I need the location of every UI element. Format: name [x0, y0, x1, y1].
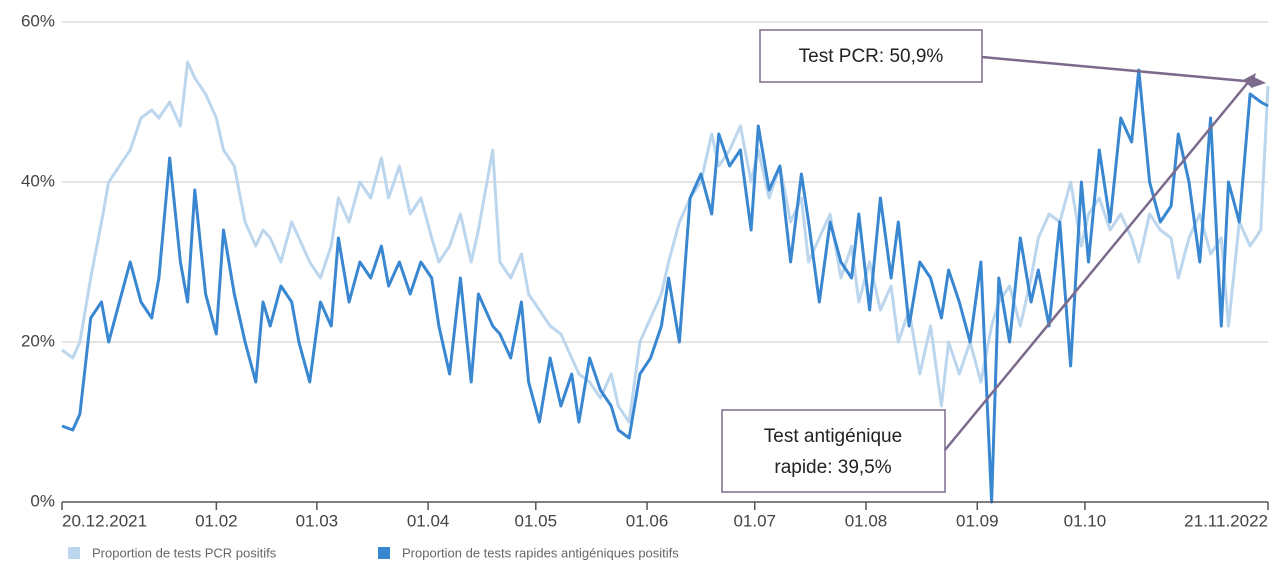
- legend-swatch: [68, 547, 80, 559]
- arrow-head: [1243, 73, 1256, 88]
- x-tick-label: 01.04: [407, 511, 450, 530]
- annotation-pcr: Test PCR: 50,9%: [759, 29, 1266, 88]
- x-tick-label: 01.09: [956, 511, 999, 530]
- y-tick-label: 0%: [30, 491, 55, 510]
- x-tick-label: 01.06: [626, 511, 669, 530]
- legend: Proportion de tests PCR positifs Proporti…: [68, 545, 679, 560]
- annotation-text: Test PCR: 50,9%: [799, 46, 944, 67]
- annotation-text: rapide: 39,5%: [774, 457, 891, 478]
- annotation-antigen: Test antigénique rapide: 39,5%: [721, 73, 1256, 493]
- legend-label: Proportion de tests rapides antigéniques…: [402, 545, 679, 560]
- legend-label: Proportion de tests PCR positifs: [92, 545, 277, 560]
- axes: 0% 20% 40% 60% 20.12.2021 01.02 01.03 01.04 01.0…: [21, 11, 1269, 530]
- annotation-box: [759, 29, 983, 83]
- x-tick-label: 01.05: [515, 511, 558, 530]
- lines: [61, 60, 1270, 504]
- x-tick-label: 21.11.2022: [1184, 511, 1268, 530]
- x-tick-label: 01.03: [296, 511, 339, 530]
- arrow-head: [1251, 76, 1266, 88]
- annotation-arrow: [981, 55, 1257, 84]
- grid: [62, 21, 1268, 343]
- x-tick-label: 01.10: [1064, 511, 1107, 530]
- x-tick-label: 20.12.2021: [62, 511, 147, 530]
- y-tick-label: 40%: [21, 171, 55, 190]
- series-line: [61, 68, 1269, 504]
- annotation-box: [721, 409, 946, 493]
- x-tick-label: 01.08: [845, 511, 888, 530]
- annotation-text: Test antigénique: [764, 426, 902, 447]
- legend-swatch: [378, 547, 390, 559]
- x-tick-label: 01.02: [195, 511, 238, 530]
- x-tick-label: 01.07: [733, 511, 776, 530]
- y-tick-label: 60%: [21, 11, 55, 30]
- series-line: [61, 60, 1270, 424]
- annotation-arrow: [944, 79, 1251, 451]
- y-tick-label: 20%: [21, 331, 55, 350]
